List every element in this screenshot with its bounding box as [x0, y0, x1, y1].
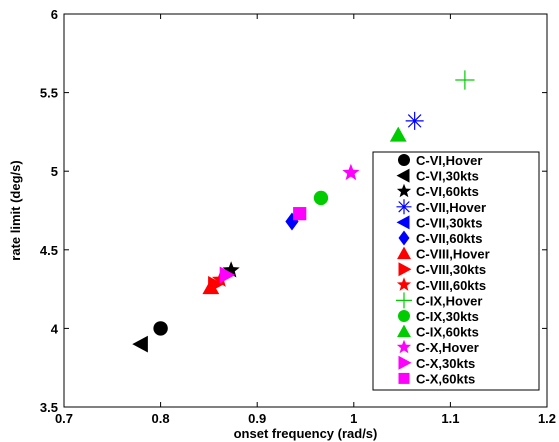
data-point: [219, 266, 236, 284]
legend-label: C-X,Hover: [416, 340, 479, 355]
legend-label: C-X,60kts: [416, 371, 475, 386]
legend-marker: [397, 324, 411, 338]
legend-marker: [398, 372, 410, 384]
data-point: [455, 70, 475, 90]
y-axis-label: rate limit (deg/s): [8, 160, 23, 260]
legend-label: C-VI,Hover: [416, 153, 482, 168]
x-tick-label: 1.2: [538, 411, 556, 426]
legend-label: C-IX,30kts: [416, 309, 479, 324]
legend-marker: [398, 230, 410, 246]
legend-marker: [396, 215, 410, 230]
x-tick-label: 0.7: [55, 411, 73, 426]
x-axis-label: onset frequency (rad/s): [234, 426, 378, 441]
legend-label: C-IX,60kts: [416, 325, 479, 340]
legend: C-VI,HoverC-VI,30ktsC-VI,60ktsC-VII,Hove…: [372, 151, 540, 391]
x-tick-label: 0.8: [152, 411, 170, 426]
legend-label: C-VII,60kts: [416, 231, 482, 246]
legend-marker: [396, 339, 412, 354]
legend-label: C-VIII,60kts: [416, 278, 486, 293]
legend-marker: [396, 183, 412, 198]
y-tick-label: 4.5: [40, 243, 58, 258]
legend-marker: [396, 277, 412, 291]
data-point: [342, 163, 360, 181]
legend-label: C-VII,Hover: [416, 200, 486, 215]
x-tick-label: 1.1: [441, 411, 459, 426]
x-tick-label: 1: [350, 411, 357, 426]
legend-marker: [398, 355, 412, 370]
y-tick-label: 3.5: [40, 400, 58, 415]
y-tick-label: 4: [51, 321, 59, 336]
x-tick-label: 0.9: [248, 411, 266, 426]
data-point: [313, 190, 329, 206]
legend-marker: [398, 310, 410, 322]
legend-label: C-VII,30kts: [416, 215, 482, 230]
data-points: [132, 70, 475, 353]
data-point: [405, 111, 424, 130]
y-tick-label: 5.5: [40, 86, 58, 101]
legend-label: C-X,30kts: [416, 356, 475, 371]
data-point: [132, 335, 148, 353]
data-point: [293, 207, 307, 221]
data-point: [153, 321, 168, 336]
legend-label: C-VI,60kts: [416, 184, 479, 199]
legend-marker: [396, 292, 412, 309]
legend-label: C-VIII,Hover: [416, 247, 490, 262]
legend-marker: [398, 154, 410, 166]
axis-ticks: 0.7 0.8 0.9 1 1.1 1.2 3.5 4 4.5 5 5.5 6: [40, 7, 556, 426]
legend-label: C-VIII,30kts: [416, 262, 486, 277]
legend-label: C-VI,30kts: [416, 169, 479, 184]
legend-label: C-IX,Hover: [416, 293, 482, 308]
legend-marker: [397, 246, 411, 260]
legend-marker: [398, 262, 412, 277]
data-point: [389, 126, 407, 142]
y-tick-label: 6: [51, 7, 58, 22]
legend-marker: [396, 168, 410, 183]
legend-marker: [396, 199, 412, 215]
y-tick-label: 5: [51, 164, 58, 179]
data-point: [222, 261, 240, 278]
